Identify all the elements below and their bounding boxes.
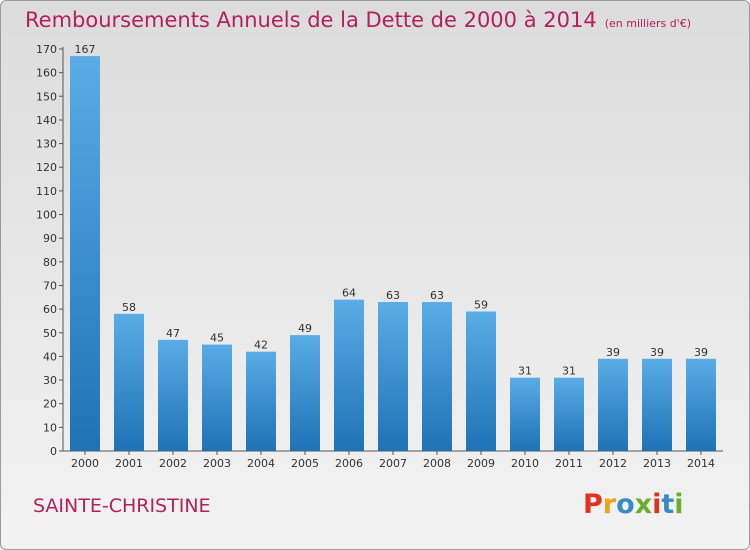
logo-letter: o <box>616 489 635 520</box>
bar-value-label: 58 <box>122 301 136 314</box>
bar <box>334 299 364 451</box>
bar-value-label: 47 <box>166 327 180 340</box>
x-tick-label: 2007 <box>379 457 407 470</box>
x-tick-label: 2003 <box>203 457 231 470</box>
logo-letter: t <box>661 489 675 520</box>
bar <box>246 351 276 451</box>
y-tick-label: 100 <box>36 209 57 222</box>
y-tick-label: 160 <box>36 67 57 80</box>
bar-value-label: 39 <box>650 346 664 359</box>
bar <box>202 344 232 451</box>
logo-letter: i <box>652 489 662 520</box>
bar <box>686 358 716 451</box>
x-tick-label: 2010 <box>511 457 539 470</box>
bar <box>598 358 628 451</box>
bar <box>554 377 584 451</box>
bar <box>290 335 320 451</box>
y-tick-label: 90 <box>43 232 57 245</box>
bar-series: 167 58 47 45 42 49 64 63 63 59 31 31 39 39 39 <box>70 43 716 451</box>
x-tick-label: 2002 <box>159 457 187 470</box>
y-tick-label: 50 <box>43 327 57 340</box>
bar-value-label: 59 <box>474 298 488 311</box>
y-tick-label: 10 <box>43 421 57 434</box>
logo-letter: i <box>674 489 684 520</box>
y-tick-label: 80 <box>43 256 57 269</box>
y-tick-label: 60 <box>43 303 57 316</box>
x-tick-label: 2013 <box>643 457 671 470</box>
bar <box>70 56 100 451</box>
bar <box>422 302 452 451</box>
bar-value-label: 63 <box>386 289 400 302</box>
y-tick-label: 110 <box>36 185 57 198</box>
x-tick-label: 2006 <box>335 457 363 470</box>
bar-value-label: 64 <box>342 287 356 300</box>
x-tick-label: 2005 <box>291 457 319 470</box>
y-tick-label: 130 <box>36 138 57 151</box>
bar-value-label: 49 <box>298 322 312 335</box>
x-tick-label: 2000 <box>71 457 99 470</box>
logo-letter: x <box>634 489 653 520</box>
y-tick-label: 70 <box>43 279 57 292</box>
proxiti-logo[interactable]: Proxiti <box>583 489 684 520</box>
x-tick-label: 2004 <box>247 457 275 470</box>
bar-value-label: 167 <box>75 43 96 56</box>
x-tick-label: 2012 <box>599 457 627 470</box>
bar <box>510 377 540 451</box>
y-tick-label: 120 <box>36 161 57 174</box>
bar <box>466 311 496 451</box>
y-tick-label: 20 <box>43 398 57 411</box>
title-text: Remboursements Annuels de la Dette de 20… <box>25 8 597 32</box>
x-tick-label: 2011 <box>555 457 583 470</box>
x-tick-label: 2009 <box>467 457 495 470</box>
bar-value-label: 31 <box>518 365 532 378</box>
bar <box>378 302 408 451</box>
bar-value-label: 42 <box>254 339 268 352</box>
logo-letter: r <box>602 489 617 520</box>
x-tick-label: 2001 <box>115 457 143 470</box>
y-axis: 0 10 20 30 40 50 60 70 80 90 100 110 120 130 140 150 160… <box>36 43 64 458</box>
y-tick-label: 140 <box>36 114 57 127</box>
unit-label: (en milliers d'€) <box>604 17 691 30</box>
x-tick-label: 2014 <box>687 457 715 470</box>
chart-title: Remboursements Annuels de la Dette de 20… <box>25 8 691 32</box>
bar-value-label: 63 <box>430 289 444 302</box>
bar-value-label: 39 <box>694 346 708 359</box>
y-tick-label: 0 <box>50 445 57 458</box>
y-tick-label: 170 <box>36 43 57 56</box>
bar-value-label: 45 <box>210 332 224 345</box>
y-tick-label: 30 <box>43 374 57 387</box>
x-axis: 2000 2001 2002 2003 2004 2005 2006 2007 2008 2009… <box>63 450 723 470</box>
logo-letter: P <box>583 489 603 520</box>
bar <box>114 313 144 451</box>
bar <box>642 358 672 451</box>
y-tick-label: 40 <box>43 350 57 363</box>
bar <box>158 339 188 451</box>
commune-name: SAINTE-CHRISTINE <box>33 495 211 517</box>
bar-value-label: 31 <box>562 365 576 378</box>
y-tick-label: 150 <box>36 90 57 103</box>
x-tick-label: 2008 <box>423 457 451 470</box>
bar-value-label: 39 <box>606 346 620 359</box>
